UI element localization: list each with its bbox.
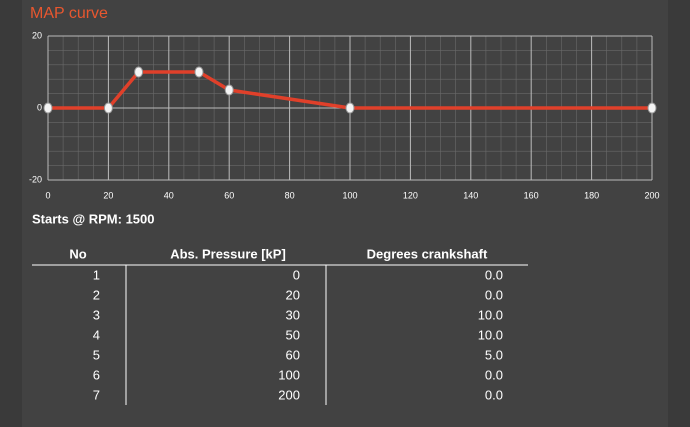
x-tick-label: 100	[342, 190, 357, 200]
rpm-label: Starts @ RPM: 1500	[32, 211, 155, 226]
table-cell: 5	[93, 347, 100, 362]
x-tick-label: 120	[403, 190, 418, 200]
y-tick-label: 20	[32, 30, 42, 40]
data-point	[647, 102, 657, 114]
table-cell: 0.0	[485, 287, 503, 302]
table-cell: 200	[278, 387, 300, 402]
table-cell: 5.0	[485, 347, 503, 362]
x-tick-label: 20	[103, 190, 113, 200]
table-header: Abs. Pressure [kP]	[170, 246, 286, 261]
x-tick-label: 80	[285, 190, 295, 200]
table-cell: 100	[278, 367, 300, 382]
x-tick-label: 140	[463, 190, 478, 200]
table-header: No	[69, 246, 86, 261]
panel	[22, 0, 668, 427]
y-tick-label: -20	[29, 174, 42, 184]
table-cell: 50	[286, 327, 300, 342]
table-cell: 30	[286, 307, 300, 322]
table-cell: 0.0	[485, 367, 503, 382]
table-cell: 0	[293, 267, 300, 282]
page-title: MAP curve	[30, 5, 108, 22]
table-cell: 1	[93, 267, 100, 282]
data-point	[134, 66, 144, 78]
data-point	[345, 102, 355, 114]
x-tick-label: 0	[45, 190, 50, 200]
x-tick-label: 40	[164, 190, 174, 200]
table-cell: 7	[93, 387, 100, 402]
table-cell: 60	[286, 347, 300, 362]
y-tick-label: 0	[37, 102, 42, 112]
table-cell: 2	[93, 287, 100, 302]
table-cell: 3	[93, 307, 100, 322]
data-point	[103, 102, 113, 114]
table-cell: 0.0	[485, 387, 503, 402]
table-cell: 10.0	[478, 307, 503, 322]
table-cell: 20	[286, 287, 300, 302]
x-tick-label: 180	[584, 190, 599, 200]
table-cell: 6	[93, 367, 100, 382]
data-point	[194, 66, 204, 78]
x-tick-label: 60	[224, 190, 234, 200]
table-cell: 10.0	[478, 327, 503, 342]
data-point	[224, 84, 234, 96]
table-header: Degrees crankshaft	[367, 246, 488, 261]
data-point	[43, 102, 53, 114]
x-tick-label: 200	[644, 190, 659, 200]
table-cell: 4	[93, 327, 100, 342]
table-cell: 0.0	[485, 267, 503, 282]
x-tick-label: 160	[524, 190, 539, 200]
